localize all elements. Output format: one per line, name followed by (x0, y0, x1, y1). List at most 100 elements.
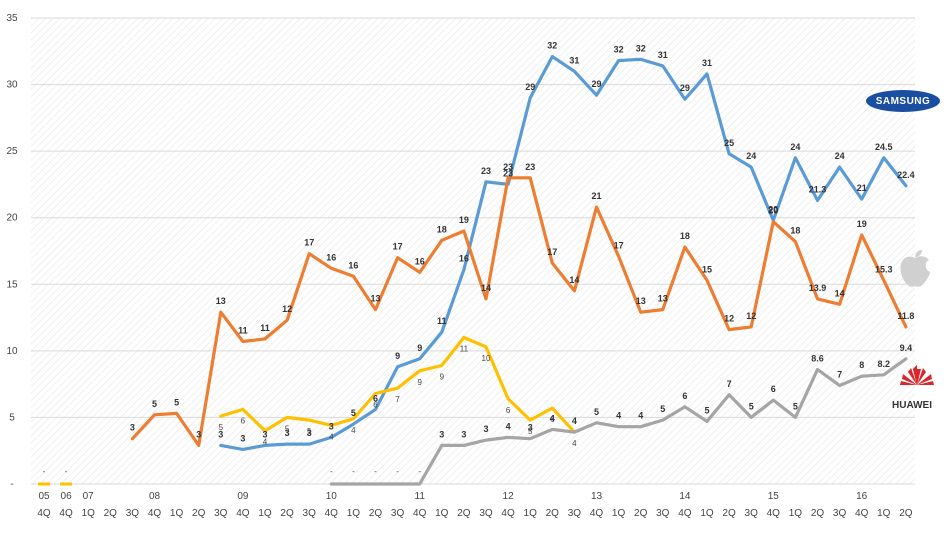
huawei-line (329, 357, 908, 486)
apple-data-label: 21 (591, 191, 601, 201)
samsung-data-label: 3 (262, 429, 267, 439)
x-quarter-label: 4Q (767, 508, 781, 519)
samsung-data-label: 31 (569, 55, 579, 65)
lg-data-label: 4 (572, 439, 577, 448)
empty-marker: - (65, 467, 68, 476)
lg-data-label: 10 (482, 354, 491, 363)
x-quarter-label: 1Q (82, 508, 96, 519)
x-quarter-label: 3Q (391, 508, 405, 519)
samsung-data-label: 11 (437, 316, 447, 326)
huawei-logo-text: HUAWEI (892, 400, 932, 411)
huawei-data-label: 3 (528, 423, 533, 433)
x-quarter-label: 3Q (833, 508, 847, 519)
x-quarter-label: 4Q (501, 508, 515, 519)
huawei-data-label: 5 (749, 401, 754, 411)
lg-data-label: 5 (285, 424, 290, 433)
huawei-data-label: 5 (793, 401, 798, 411)
lg-line (219, 335, 576, 434)
huawei-zero-marker: - (396, 467, 399, 476)
apple-data-label: 15 (702, 264, 712, 274)
apple-data-label: 18 (790, 226, 800, 236)
x-year-label: 06 (61, 491, 73, 502)
samsung-data-label: 21 (857, 183, 867, 193)
apple-data-label: 3 (196, 429, 201, 439)
samsung-data-label: 16 (459, 254, 469, 264)
samsung-data-label: 3 (307, 428, 312, 438)
samsung-data-label: 21.3 (809, 184, 827, 194)
samsung-data-label: 24 (835, 151, 845, 161)
lg-data-label: 11 (460, 345, 469, 354)
apple-data-label: 17 (393, 242, 403, 252)
lg-data-label: 9 (440, 373, 445, 382)
x-quarter-label: 1Q (258, 508, 272, 519)
huawei-data-label: 7 (837, 369, 842, 379)
x-quarter-label: 2Q (722, 508, 736, 519)
apple-data-label: 18 (437, 224, 447, 234)
huawei-zero-marker: - (330, 467, 333, 476)
x-quarter-label: 2Q (546, 508, 560, 519)
x-quarter-label: 4Q (325, 508, 339, 519)
huawei-data-label: 4 (506, 421, 511, 431)
samsung-data-label: 20 (768, 204, 778, 214)
x-axis: 05 06 07 08 09 10 11 12 13 14 15 16 4Q 4Q 1Q 2Q 3Q 4Q 1Q 2Q… (37, 491, 912, 519)
x-year-label: 07 (83, 491, 95, 502)
x-quarter-label: 2Q (634, 508, 648, 519)
huawei-data-label: 8 (859, 360, 864, 370)
lg-data-label: 6 (373, 400, 378, 409)
x-quarter-label: 3Q (479, 508, 493, 519)
y-tick-label: 25 (6, 146, 18, 157)
lg-data-label: 4 (351, 426, 356, 435)
samsung-data-label: 31 (702, 58, 712, 68)
x-quarter-label: 2Q (457, 508, 471, 519)
y-tick-label: 15 (6, 279, 18, 290)
huawei-data-label: 4 (638, 411, 643, 421)
x-quarter-label: 1Q (612, 508, 626, 519)
lg-data-label: 5 (307, 427, 312, 436)
apple-data-label: 15.3 (875, 264, 893, 274)
x-quarter-label: 3Q (745, 508, 759, 519)
samsung-data-label: 29 (680, 83, 690, 93)
huawei-data-label: 7 (727, 379, 732, 389)
x-quarter-label: 3Q (568, 508, 582, 519)
x-quarter-label: 3Q (656, 508, 670, 519)
samsung-data-label: 25 (724, 138, 734, 148)
apple-data-label: 20 (768, 206, 778, 216)
apple-data-label: 11 (260, 323, 270, 333)
x-quarter-label: 3Q (303, 508, 317, 519)
x-quarter-label: 1Q (700, 508, 714, 519)
empty-marker: - (43, 467, 46, 476)
apple-data-label: 16 (415, 256, 425, 266)
apple-data-label: 17 (547, 247, 557, 257)
x-quarter-label: 4Q (236, 508, 250, 519)
huawei-data-label: 5 (594, 407, 599, 417)
apple-data-label: 13 (370, 294, 380, 304)
apple-data-label: 5 (152, 399, 157, 409)
huawei-data-label: 6 (771, 384, 776, 394)
apple-data-label: 17 (614, 240, 624, 250)
apple-data-label: 11.8 (897, 311, 914, 321)
apple-data-label: 12 (724, 314, 734, 324)
lg-data-label: 6 (241, 416, 246, 425)
samsung-data-label: 29 (525, 82, 535, 92)
samsung-data-label: 5 (351, 408, 356, 418)
x-year-label: 10 (326, 491, 338, 502)
apple-data-label: 14 (835, 288, 845, 298)
y-axis: - 5 10 15 20 25 30 35 (6, 13, 18, 490)
apple-data-label: 16 (326, 252, 336, 262)
samsung-data-label: 23 (503, 168, 513, 178)
samsung-logo: SAMSUNG (866, 90, 940, 112)
samsung-line (219, 55, 908, 451)
samsung-data-label: 3 (218, 429, 223, 439)
huawei-logo-icon (900, 365, 934, 385)
apple-data-label: 18 (680, 231, 690, 241)
x-quarter-label: 2Q (899, 508, 913, 519)
apple-data-label: 13 (216, 296, 226, 306)
apple-data-label: 13 (636, 296, 646, 306)
samsung-data-label: 6 (373, 393, 378, 403)
x-quarter-label: 1Q (170, 508, 184, 519)
samsung-data-label: 3 (329, 421, 334, 431)
x-quarter-label: 2Q (192, 508, 206, 519)
x-quarter-label: 1Q (524, 508, 538, 519)
